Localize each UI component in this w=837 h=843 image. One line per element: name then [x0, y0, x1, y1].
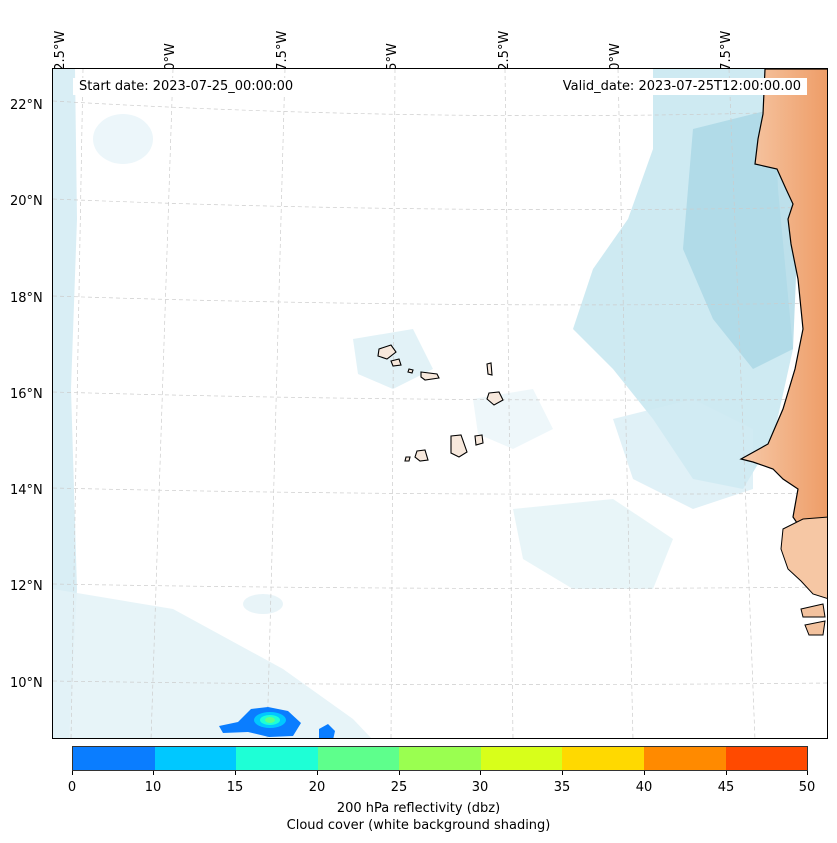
- colorbar-title: 200 hPa reflectivity (dbz): [336, 801, 501, 816]
- colorbar-tick-label: 40: [635, 780, 653, 795]
- colorbar-segment: [643, 747, 726, 770]
- lat-label-12n: 12°N: [10, 579, 43, 594]
- colorbar-tick: [726, 771, 727, 775]
- colorbar-segment: [399, 747, 481, 770]
- colorbar-segment: [562, 747, 644, 770]
- colorbar-segment: [236, 747, 318, 770]
- graticule: [53, 69, 827, 738]
- reflectivity-blobs: [219, 707, 335, 738]
- coastal-islets: [800, 603, 826, 636]
- map-panel[interactable]: Start date: 2023-07-25_00:00:00 Valid_da…: [52, 68, 828, 739]
- colorbar-tick: [317, 771, 318, 775]
- reflectivity-colorbar: [72, 746, 808, 771]
- lat-label-10n: 10°N: [10, 676, 43, 691]
- colorbar-segment: [725, 747, 808, 770]
- colorbar-tick-label: 50: [798, 780, 816, 795]
- colorbar-tick-label: 30: [471, 780, 489, 795]
- colorbar-tick-label: 35: [553, 780, 571, 795]
- colorbar-tick: [72, 771, 73, 775]
- lat-label-14n: 14°N: [10, 483, 43, 498]
- lat-label-22n: 22°N: [10, 98, 43, 113]
- cape-verde-islands: [377, 344, 504, 462]
- colorbar-tick-label: 10: [144, 780, 162, 795]
- colorbar-tick-label: 15: [226, 780, 244, 795]
- colorbar-tick: [644, 771, 645, 775]
- colorbar-tick: [807, 771, 808, 775]
- cloud-cover-shading: [53, 69, 798, 738]
- colorbar-tick: [562, 771, 563, 775]
- colorbar-tick: [153, 771, 154, 775]
- colorbar-tick-label: 20: [308, 780, 326, 795]
- colorbar-segment: [317, 747, 400, 770]
- colorbar-segment: [480, 747, 563, 770]
- lat-label-18n: 18°N: [10, 291, 43, 306]
- colorbar-segment: [154, 747, 237, 770]
- colorbar-subtitle: Cloud cover (white background shading): [286, 818, 551, 833]
- start-date-label: Start date: 2023-07-25_00:00:00: [73, 78, 300, 95]
- colorbar-tick-label: 25: [390, 780, 408, 795]
- colorbar-segment: [73, 747, 155, 770]
- map-canvas: [53, 69, 827, 738]
- guinea-coast: [780, 516, 827, 599]
- colorbar-tick-label: 0: [67, 780, 77, 795]
- colorbar-tick: [399, 771, 400, 775]
- valid-date-label: Valid_date: 2023-07-25T12:00:00.00: [556, 78, 807, 95]
- lat-label-20n: 20°N: [10, 194, 43, 209]
- colorbar-tick: [480, 771, 481, 775]
- lat-label-16n: 16°N: [10, 387, 43, 402]
- colorbar-tick-label: 45: [717, 780, 735, 795]
- colorbar-tick: [235, 771, 236, 775]
